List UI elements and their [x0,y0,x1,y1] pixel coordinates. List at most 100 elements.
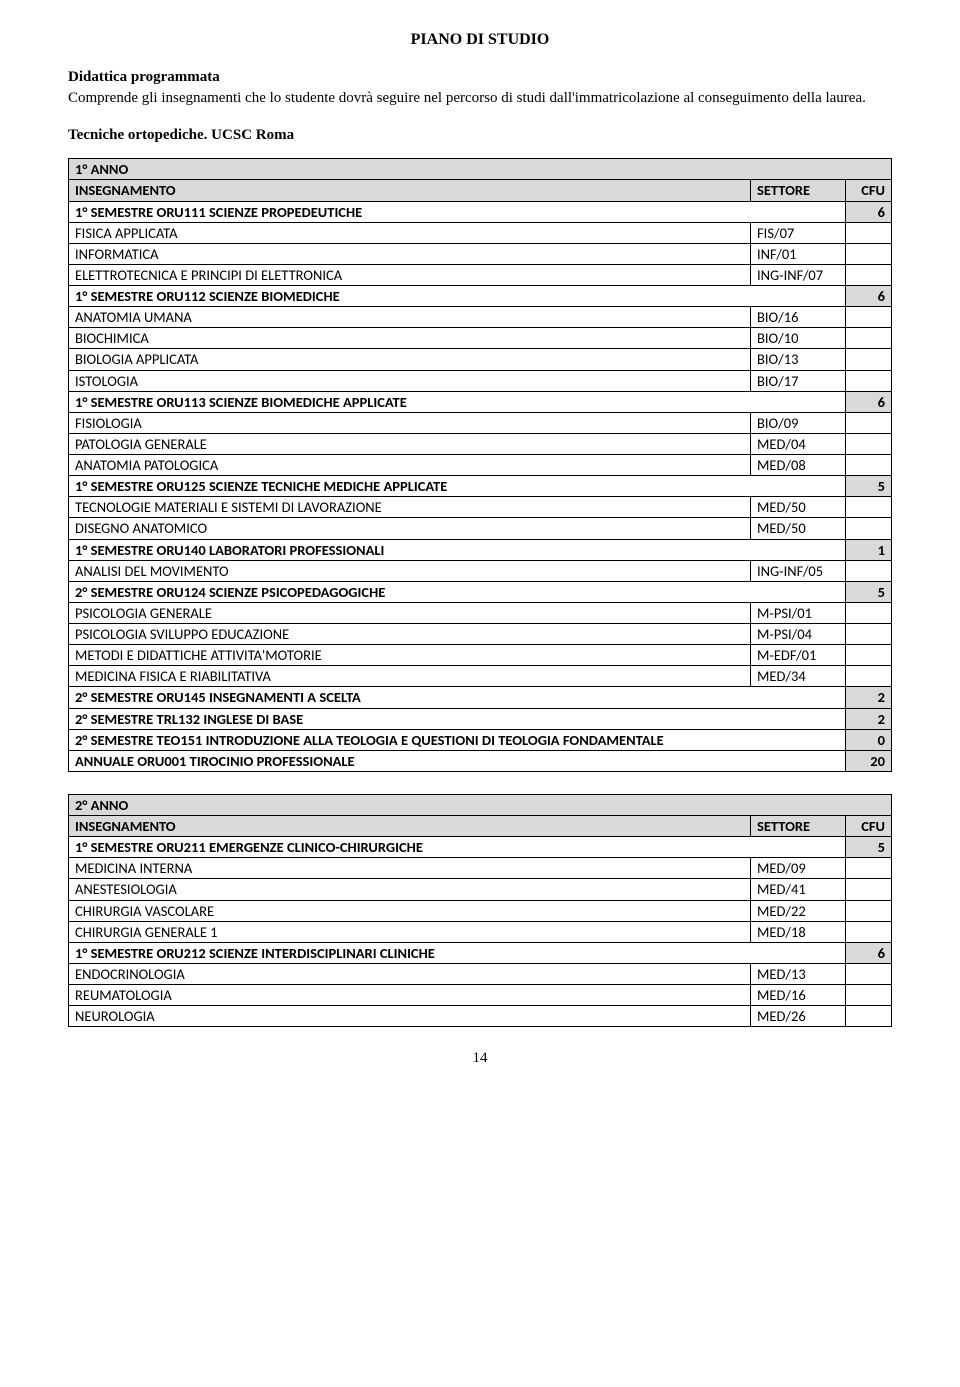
year2-header-row: 2° ANNO [69,794,892,815]
module-cfu: 6 [846,286,892,307]
intro-heading: Didattica programmata [68,68,892,87]
year1-columns-row: INSEGNAMENTO SETTORE CFU [69,180,892,201]
course-settore: BIO/09 [751,412,846,433]
course-cfu [846,900,892,921]
table-row: TECNOLOGIE MATERIALI E SISTEMI DI LAVORA… [69,497,892,518]
module-name: 1° SEMESTRE ORU125 SCIENZE TECNICHE MEDI… [69,476,846,497]
table-row: 1° SEMESTRE ORU125 SCIENZE TECNICHE MEDI… [69,476,892,497]
module-name: 1° SEMESTRE ORU140 LABORATORI PROFESSION… [69,539,846,560]
course-cfu [846,243,892,264]
table-row: REUMATOLOGIAMED/16 [69,985,892,1006]
table-row: ELETTROTECNICA E PRINCIPI DI ELETTRONICA… [69,264,892,285]
course-settore: MED/41 [751,879,846,900]
course-settore: MED/09 [751,858,846,879]
course-name: METODI E DIDATTICHE ATTIVITA'MOTORIE [69,645,751,666]
course-settore: M-PSI/04 [751,624,846,645]
course-name: BIOCHIMICA [69,328,751,349]
course-cfu [846,455,892,476]
module-cfu: 5 [846,581,892,602]
module-cfu: 20 [846,750,892,771]
table-row: 2° SEMESTRE ORU145 INSEGNAMENTI A SCELTA… [69,687,892,708]
course-name: BIOLOGIA APPLICATA [69,349,751,370]
module-name: 2° SEMESTRE ORU145 INSEGNAMENTI A SCELTA [69,687,846,708]
course-cfu [846,349,892,370]
table-row: ISTOLOGIABIO/17 [69,370,892,391]
course-name: PSICOLOGIA GENERALE [69,602,751,623]
course-name: ELETTROTECNICA E PRINCIPI DI ELETTRONICA [69,264,751,285]
module-cfu: 6 [846,391,892,412]
course-settore: M-EDF/01 [751,645,846,666]
course-settore: MED/50 [751,497,846,518]
course-cfu [846,645,892,666]
course-settore: ING-INF/07 [751,264,846,285]
course-cfu [846,370,892,391]
course-settore: FIS/07 [751,222,846,243]
table-row: METODI E DIDATTICHE ATTIVITA'MOTORIEM-ED… [69,645,892,666]
course-cfu [846,433,892,454]
course-name: NEUROLOGIA [69,1006,751,1027]
col-header-settore: SETTORE [751,816,846,837]
table-row: 1° SEMESTRE ORU112 SCIENZE BIOMEDICHE6 [69,286,892,307]
page-title: PIANO DI STUDIO [68,30,892,50]
module-cfu: 2 [846,687,892,708]
module-cfu: 6 [846,201,892,222]
course-name: TECNOLOGIE MATERIALI E SISTEMI DI LAVORA… [69,497,751,518]
course-cfu [846,412,892,433]
course-name: MEDICINA FISICA E RIABILITATIVA [69,666,751,687]
course-cfu [846,222,892,243]
table-row: PSICOLOGIA GENERALEM-PSI/01 [69,602,892,623]
course-name: FISICA APPLICATA [69,222,751,243]
intro-text: Comprende gli insegnamenti che lo studen… [68,89,892,108]
course-name: ANATOMIA UMANA [69,307,751,328]
table-row: 2° SEMESTRE ORU124 SCIENZE PSICOPEDAGOGI… [69,581,892,602]
course-settore: BIO/13 [751,349,846,370]
course-name: ANATOMIA PATOLOGICA [69,455,751,476]
course-cfu [846,1006,892,1027]
module-cfu: 5 [846,837,892,858]
module-name: ANNUALE ORU001 TIROCINIO PROFESSIONALE [69,750,846,771]
table-row: ANATOMIA PATOLOGICAMED/08 [69,455,892,476]
course-name: PSICOLOGIA SVILUPPO EDUCAZIONE [69,624,751,645]
table-row: ENDOCRINOLOGIAMED/13 [69,963,892,984]
course-name: INFORMATICA [69,243,751,264]
module-cfu: 2 [846,708,892,729]
year2-label: 2° ANNO [69,794,892,815]
course-cfu [846,602,892,623]
course-settore: MED/04 [751,433,846,454]
module-name: 1° SEMESTRE ORU113 SCIENZE BIOMEDICHE AP… [69,391,846,412]
course-settore: M-PSI/01 [751,602,846,623]
table-row: ANALISI DEL MOVIMENTOING-INF/05 [69,560,892,581]
col-header-cfu: CFU [846,180,892,201]
course-settore: MED/50 [751,518,846,539]
page-number: 14 [68,1049,892,1068]
course-name: DISEGNO ANATOMICO [69,518,751,539]
table-row: FISIOLOGIABIO/09 [69,412,892,433]
year1-table: 1° ANNO INSEGNAMENTO SETTORE CFU 1° SEME… [68,158,892,772]
module-name: 2° SEMESTRE ORU124 SCIENZE PSICOPEDAGOGI… [69,581,846,602]
table-row: MEDICINA INTERNAMED/09 [69,858,892,879]
course-cfu [846,624,892,645]
module-name: 1° SEMESTRE ORU111 SCIENZE PROPEDEUTICHE [69,201,846,222]
year1-header-row: 1° ANNO [69,159,892,180]
course-settore: MED/08 [751,455,846,476]
table-row: MEDICINA FISICA E RIABILITATIVAMED/34 [69,666,892,687]
table-row: 2° SEMESTRE TRL132 INGLESE DI BASE2 [69,708,892,729]
course-name: CHIRURGIA GENERALE 1 [69,921,751,942]
table-row: 1° SEMESTRE ORU211 EMERGENZE CLINICO-CHI… [69,837,892,858]
col-header-name: INSEGNAMENTO [69,180,751,201]
year2-table: 2° ANNO INSEGNAMENTO SETTORE CFU 1° SEME… [68,794,892,1027]
course-name: CHIRURGIA VASCOLARE [69,900,751,921]
year1-label: 1° ANNO [69,159,892,180]
table-row: INFORMATICAINF/01 [69,243,892,264]
table-row: PSICOLOGIA SVILUPPO EDUCAZIONEM-PSI/04 [69,624,892,645]
col-header-cfu: CFU [846,816,892,837]
course-cfu [846,858,892,879]
course-name: ISTOLOGIA [69,370,751,391]
course-name: ENDOCRINOLOGIA [69,963,751,984]
module-name: 1° SEMESTRE ORU212 SCIENZE INTERDISCIPLI… [69,942,846,963]
course-settore: BIO/16 [751,307,846,328]
table-row: DISEGNO ANATOMICOMED/50 [69,518,892,539]
course-name: FISIOLOGIA [69,412,751,433]
table-row: BIOLOGIA APPLICATABIO/13 [69,349,892,370]
table-row: 1° SEMESTRE ORU111 SCIENZE PROPEDEUTICHE… [69,201,892,222]
